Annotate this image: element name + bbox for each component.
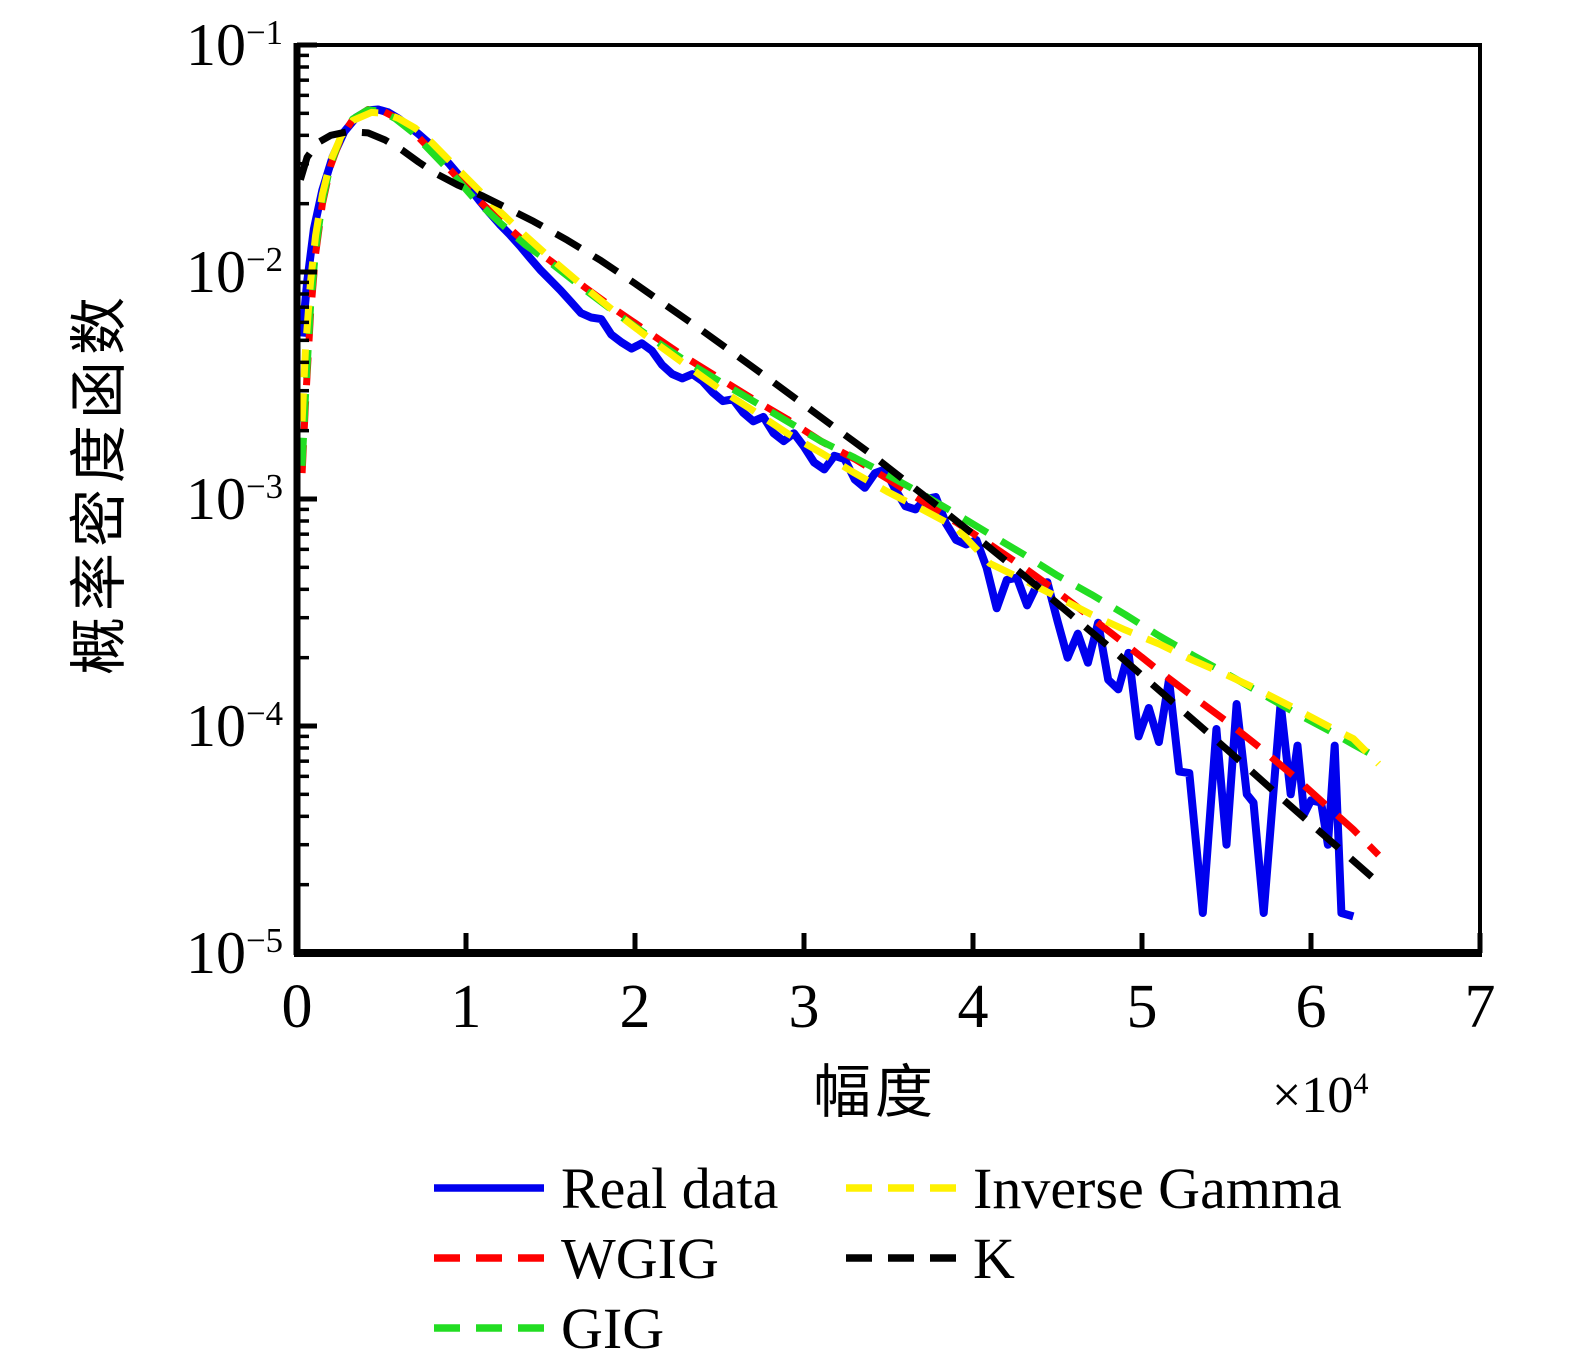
x-tick-label-2: 2 xyxy=(619,973,651,1041)
legend-line-inverse-gamma xyxy=(846,1184,956,1192)
legend-line-real-data xyxy=(434,1184,544,1192)
series-path-gig xyxy=(298,106,1381,762)
legend-label-k: K xyxy=(973,1225,1015,1291)
y-tick-label-1e-2: 10−2 xyxy=(185,239,283,305)
legend-line-wgig xyxy=(434,1254,544,1262)
series-path-inverse-gamma xyxy=(298,108,1382,767)
x-axis-label: 幅度 xyxy=(812,1060,937,1125)
x-tick-label-7: 7 xyxy=(1464,973,1496,1041)
x-tick-label-6: 6 xyxy=(1295,973,1327,1041)
legend-label-inverse-gamma: Inverse Gamma xyxy=(973,1155,1342,1221)
legend-label-wgig: WGIG xyxy=(561,1225,719,1291)
x-tick-label-0: 0 xyxy=(281,973,313,1041)
legend-item-gig: GIG xyxy=(433,1295,665,1361)
series-path-k xyxy=(297,128,1378,883)
x-tick-label-5: 5 xyxy=(1126,973,1158,1041)
x-tick-label-1: 1 xyxy=(450,973,482,1041)
axes-box-and-ticks xyxy=(293,42,1483,957)
legend-item-wgig: WGIG xyxy=(433,1225,719,1291)
x-tick-label-4: 4 xyxy=(957,973,989,1041)
series-curves xyxy=(297,105,1382,921)
legend-item-real-data: Real data xyxy=(433,1155,779,1221)
legend-label-gig: GIG xyxy=(561,1295,665,1361)
series-path-real-data xyxy=(298,105,1355,921)
x-axis-multiplier: ×104 xyxy=(1272,1066,1369,1124)
y-tick-label-1e-3: 10−3 xyxy=(185,466,283,532)
y-tick-label-1e-1: 10−1 xyxy=(185,12,283,78)
legend-line-k xyxy=(846,1254,956,1262)
legend-label-real-data: Real data xyxy=(561,1155,779,1221)
legend-line-gig xyxy=(434,1324,544,1332)
y-axis-label: 概率密度函数 xyxy=(67,291,132,676)
y-tick-label-1e-4: 10−4 xyxy=(185,693,283,759)
x-tick-label-3: 3 xyxy=(788,973,820,1041)
y-tick-label-1e-5: 10−5 xyxy=(185,920,283,986)
legend-item-inverse-gamma: Inverse Gamma xyxy=(845,1155,1342,1221)
legend-item-k: K xyxy=(845,1225,1015,1291)
